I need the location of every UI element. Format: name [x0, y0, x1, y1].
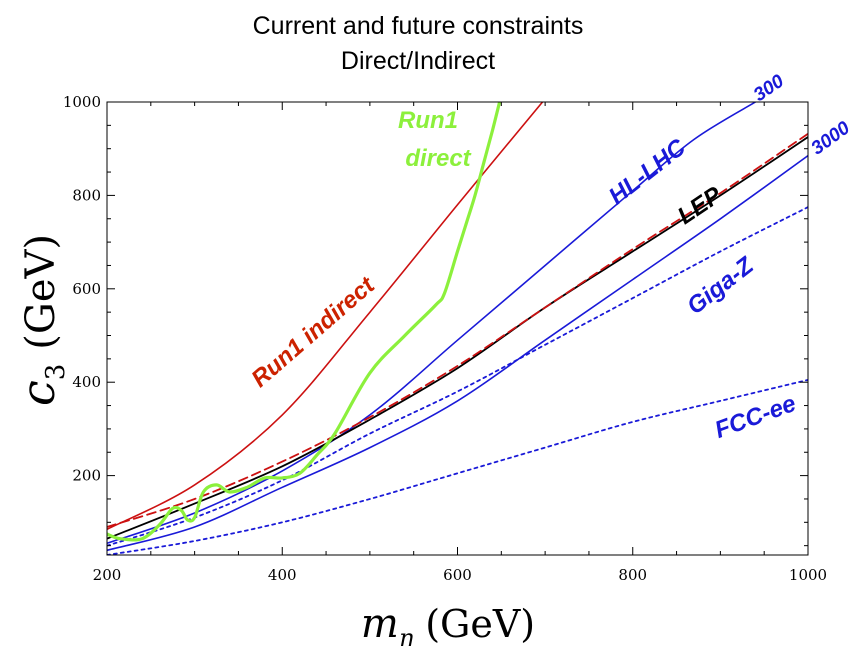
y-tick-label: 400 [72, 373, 101, 391]
y-tick-label: 600 [72, 280, 101, 298]
annotation-hl-lhc: HL-LHC [604, 134, 692, 211]
chart-title: Current and future constraints [253, 12, 584, 40]
y-tick-label: 800 [72, 186, 101, 204]
annotation-run1: Run1 [398, 107, 458, 134]
x-axis-label: mη (GeV) [361, 601, 535, 646]
x-axis-label-sub: η [399, 624, 414, 646]
annotation-run1-indirect: Run1 indirect [246, 271, 380, 393]
series-hl-lhc-3000 [107, 154, 808, 552]
annotation-lep: LEP [673, 181, 728, 230]
annotation-fcc-ee: FCC-ee [711, 390, 799, 444]
x-axis-ticks: 200 400 600 800 1000 [93, 102, 827, 584]
x-tick-label: 400 [268, 566, 297, 584]
plot-series [107, 102, 808, 555]
annotation-300: 300 [750, 71, 788, 106]
x-tick-label: 200 [93, 566, 122, 584]
series-lep-dashed [107, 132, 808, 528]
series-lep [107, 136, 808, 540]
x-tick-label: 1000 [789, 566, 827, 584]
x-tick-label: 800 [618, 566, 647, 584]
annotation-giga-z: Giga-Z [682, 251, 760, 320]
y-tick-label: 1000 [63, 93, 101, 111]
y-tick-label: 200 [72, 467, 101, 485]
y-axis-label: c3 (GeV) [11, 234, 71, 406]
chart-subtitle: Direct/Indirect [341, 47, 495, 75]
series-fcc-ee [107, 379, 808, 555]
x-tick-label: 600 [443, 566, 472, 584]
x-axis-label-unit: (GeV) [425, 602, 535, 646]
series-run1-direct [107, 102, 502, 542]
y-axis-label-main: c [11, 380, 65, 406]
series-run1-indirect [107, 102, 544, 531]
y-axis-label-unit: (GeV) [18, 234, 64, 350]
annotation-3000: 3000 [807, 117, 854, 159]
y-axis-label-sub: 3 [41, 364, 71, 381]
annotation-direct: direct [405, 145, 471, 172]
y-axis-ticks: 200 400 600 800 1000 [63, 93, 808, 547]
series-hl-lhc-300 [107, 102, 757, 545]
series-giga-z [107, 206, 808, 547]
x-axis-label-main: m [361, 601, 399, 646]
